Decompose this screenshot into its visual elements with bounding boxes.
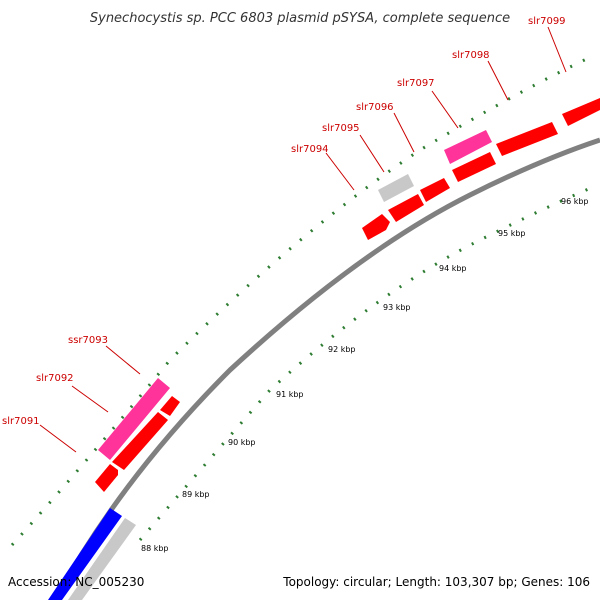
gene-label-slr7098: slr7098 <box>452 50 490 61</box>
cds-ssr7093 <box>160 396 180 416</box>
summary-label: Topology: circular; Length: 103,307 bp; … <box>282 575 590 589</box>
pink-feature-right <box>444 130 492 164</box>
gene-label-ssr7093: ssr7093 <box>68 335 108 346</box>
grey-feature-right <box>378 174 414 202</box>
kbp-label-96: 96 kbp <box>561 197 589 206</box>
cds-slr7094 <box>362 214 390 240</box>
kbp-label-90: 90 kbp <box>228 438 256 447</box>
kbp-label-95: 95 kbp <box>498 229 526 238</box>
gene-label-slr7095: slr7095 <box>322 123 360 134</box>
accession-label: Accession: NC_005230 <box>8 575 144 589</box>
gene-label-slr7092: slr7092 <box>36 373 74 384</box>
cds-slr7098 <box>496 122 558 156</box>
outer-tick-arc <box>10 53 596 547</box>
gene-label-slr7096: slr7096 <box>356 102 394 113</box>
kbp-label-93: 93 kbp <box>383 303 411 312</box>
kbp-label-88: 88 kbp <box>141 544 169 553</box>
cds-slr7096 <box>420 178 450 202</box>
leader-lines <box>39 26 567 453</box>
pink-feature-left <box>98 378 170 460</box>
gene-label-slr7099: slr7099 <box>528 16 566 27</box>
kbp-label-89: 89 kbp <box>182 490 210 499</box>
gene-label-slr7091: slr7091 <box>2 416 40 427</box>
gene-label-slr7097: slr7097 <box>397 78 435 89</box>
cds-slr7091 <box>95 464 118 492</box>
kbp-label-91: 91 kbp <box>276 390 304 399</box>
cds-slr7099 <box>562 98 600 126</box>
gene-label-slr7094: slr7094 <box>291 144 329 155</box>
kbp-label-92: 92 kbp <box>328 345 356 354</box>
grey-feature-bottom <box>68 518 136 600</box>
kbp-label-94: 94 kbp <box>439 264 467 273</box>
cds-slr7092 <box>112 412 168 470</box>
cds-slr7097 <box>452 152 496 182</box>
blue-feature <box>48 508 122 600</box>
backbone-arc <box>52 137 600 600</box>
map-title: Synechocystis sp. PCC 6803 plasmid pSYSA… <box>90 11 510 26</box>
cds-slr7095 <box>388 194 424 222</box>
